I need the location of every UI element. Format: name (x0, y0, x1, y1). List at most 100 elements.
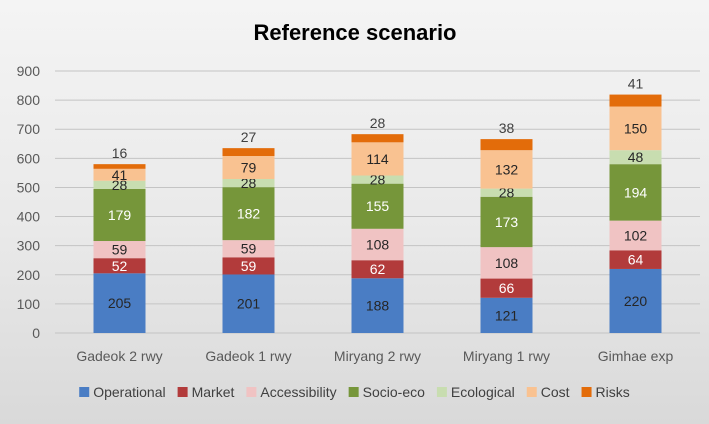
data-label: 41 (628, 76, 644, 92)
data-label: 27 (241, 129, 257, 145)
legend-label: Socio-eco (363, 384, 425, 400)
data-label: 155 (366, 198, 390, 214)
bar-segment-accessibility (480, 247, 533, 279)
legend-swatch (79, 387, 90, 397)
legend-label: Market (192, 384, 235, 400)
bar-segment-market (222, 257, 275, 275)
data-label: 114 (366, 151, 389, 167)
data-label: 28 (370, 115, 386, 131)
data-label: 38 (499, 120, 515, 136)
bar-segment-accessibility (93, 241, 146, 259)
bar-segment-market (480, 278, 533, 298)
y-tick-label: 800 (17, 92, 41, 108)
bar-segment-market (93, 258, 146, 274)
data-label: 64 (628, 252, 644, 268)
bar-segment-cost (609, 106, 662, 151)
bar-segment-operational (480, 297, 533, 333)
bars: 2055259179284116201595918228792718862108… (93, 76, 662, 333)
data-label: 102 (624, 227, 648, 243)
bar-segment-market (609, 250, 662, 269)
data-label: 28 (370, 172, 386, 188)
legend: Operational Market Accessibility Socio-eco E… (79, 384, 630, 400)
data-label: 66 (499, 280, 515, 296)
legend-swatch (177, 387, 188, 397)
x-axis-categories: Gadeok 2 rwy Gadeok 1 rwy Miryang 2 rwy Mir… (76, 348, 673, 364)
data-label: 48 (628, 149, 644, 165)
data-label: 28 (241, 175, 257, 191)
legend-swatch (436, 387, 447, 397)
y-tick-label: 100 (17, 296, 41, 312)
data-label: 182 (237, 206, 261, 222)
bar-segment-risks (480, 139, 533, 151)
bar-stack-miryang-2-rwy: 188 62 108 155 28 114 28 (351, 115, 404, 333)
y-tick-label: 300 (17, 238, 41, 254)
legend-label: Cost (541, 384, 570, 400)
legend-item-ecological: Ecological (436, 384, 515, 400)
legend-swatch (581, 387, 592, 397)
bar-segment-socio-eco (93, 188, 146, 242)
data-label: 188 (366, 298, 390, 314)
data-label: 59 (241, 258, 257, 274)
data-label: 121 (495, 307, 519, 323)
data-label: 28 (499, 185, 515, 201)
legend-item-risks: Risks (581, 384, 630, 400)
bar-segment-risks (609, 94, 662, 107)
data-label: 108 (366, 237, 390, 253)
legend-swatch (348, 387, 359, 397)
data-label: 59 (241, 241, 257, 257)
data-label: 173 (495, 214, 519, 230)
bar-segment-socio-eco (351, 183, 404, 229)
bar-segment-risks (351, 134, 404, 143)
bar-segment-operational (351, 278, 404, 333)
chart-title: Reference scenario (254, 20, 457, 45)
x-category-label: Gadeok 2 rwy (76, 348, 162, 364)
legend-swatch (246, 387, 257, 397)
data-label: 28 (112, 177, 128, 193)
bar-segment-ecological (93, 180, 146, 189)
y-tick-label: 700 (17, 121, 41, 137)
data-label: 62 (370, 261, 386, 277)
bar-segment-cost (480, 150, 533, 189)
x-category-label: Miryang 2 rwy (334, 348, 421, 364)
legend-label: Risks (596, 384, 630, 400)
legend-label: Accessibility (260, 384, 336, 400)
x-category-label: Miryang 1 rwy (463, 348, 550, 364)
bar-segment-ecological (480, 188, 533, 197)
bar-segment-operational (93, 273, 146, 333)
data-label: 108 (495, 255, 519, 271)
data-label: 205 (108, 295, 132, 311)
bar-segment-market (351, 260, 404, 279)
bar-segment-operational (609, 268, 662, 333)
legend-item-cost: Cost (526, 384, 570, 400)
legend-swatch (526, 387, 537, 397)
bar-segment-socio-eco (609, 164, 662, 221)
y-tick-label: 400 (17, 209, 41, 225)
bar-stack-gimhae-exp: 220 64 102 194 48 150 41 (609, 76, 662, 333)
legend-item-market: Market (177, 384, 235, 400)
data-label: 41 (112, 167, 128, 183)
bar-segment-cost (93, 168, 146, 181)
legend-label: Operational (93, 384, 165, 400)
y-tick-label: 900 (17, 63, 41, 79)
bar-segment-operational (222, 274, 275, 333)
data-label: 132 (495, 161, 519, 177)
bar-segment-socio-eco (222, 187, 275, 241)
y-tick-label: 200 (17, 267, 41, 283)
data-label: 201 (237, 296, 261, 312)
data-label: 194 (624, 184, 648, 200)
data-label: 79 (241, 160, 257, 176)
data-label: 16 (112, 145, 128, 161)
bar-segment-ecological (609, 150, 662, 165)
data-label: 179 (108, 207, 132, 223)
y-axis-ticks: 0 100 200 300 400 500 600 700 800 900 (17, 63, 41, 341)
y-tick-label: 500 (17, 179, 41, 195)
bar-segment-cost (351, 142, 404, 176)
x-category-label: Gimhae exp (598, 348, 674, 364)
data-label: 220 (624, 293, 648, 309)
bar-segment-cost (222, 156, 275, 180)
bar-segment-accessibility (222, 240, 275, 258)
data-label: 59 (112, 242, 128, 258)
